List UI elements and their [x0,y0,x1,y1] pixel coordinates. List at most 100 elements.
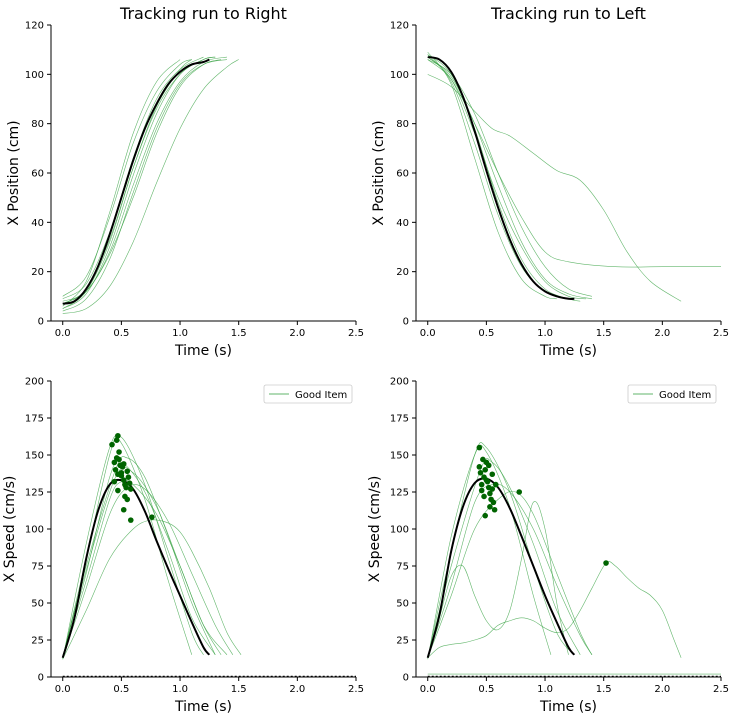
axes: 0.0 0.5 1.0 1.5 2.0 2.5 0 25 50 75 100 125 150 175 200 [25,377,364,696]
y-tick-label: 150 [25,451,44,462]
x-tick-label: 1.5 [231,328,247,339]
peak-speed-marker [476,444,483,451]
trial-trajectory-line [62,460,216,658]
y-tick-label: 25 [396,636,409,647]
y-tick-label: 0 [38,673,44,684]
trial-trajectory-line [62,56,216,309]
x-tick-label: 0.0 [420,328,436,339]
peak-speed-marker [126,480,133,486]
trial-trajectory-line [62,59,222,305]
axes: 0.0 0.5 1.0 1.5 2.0 2.5 0 25 50 75 100 125 150 175 200 [390,377,729,696]
x-tick-label: 0.5 [113,684,129,695]
peak-speed-marker [487,490,493,497]
plot-area [62,56,239,314]
y-tick-label: 20 [31,267,44,278]
trial-trajectory-line [427,59,721,268]
legend-frame [263,384,353,404]
trial-trajectory-line [62,59,192,297]
peak-speed-marker [123,484,129,491]
y-tick-label: 200 [390,377,409,388]
peak-speed-marker [115,432,121,439]
y-tick-label: 20 [396,267,409,278]
peak-speed-marker [492,481,499,488]
y-tick-label: 40 [396,218,409,229]
trial-trajectory-line [427,54,569,300]
peak-speed-marker [111,459,118,466]
peak-speed-marker [116,449,122,455]
peak-speed-marker [477,469,484,476]
x-axis-label: Time (s) [174,699,232,715]
peak-speed-marker [125,474,132,480]
trial-trajectory-line [62,456,216,658]
mean-trajectory-line [61,478,211,659]
y-axis-label: X Speed (cm/s) [2,476,18,583]
x-tick-label: 2.5 [348,684,364,695]
y-tick-label: 120 [390,21,409,32]
y-tick-label: 150 [390,451,409,462]
trial-trajectory-line [62,56,216,304]
y-tick-label: 80 [31,119,44,130]
x-axis-label: Time (s) [539,343,597,359]
y-tick-label: 75 [396,562,409,573]
peak-speed-marker [115,487,121,494]
trial-trajectory-line [427,483,593,658]
peak-speed-marker [483,477,490,483]
peak-speed-marker [487,504,493,510]
peak-speed-marker [124,496,131,503]
trial-trajectory-line [427,490,593,658]
peak-speed-marker [127,486,134,492]
trial-trajectory-line [427,458,581,658]
trial-trajectory-line [427,561,682,658]
x-tick-label: 2.0 [654,684,670,695]
legend-label: Good Item [659,390,711,401]
x-tick-label: 2.5 [713,328,729,339]
mean-trajectory-line [427,56,575,300]
trial-trajectory-line [62,56,204,300]
peak-speed-marker [489,471,496,478]
x-tick-label: 1.5 [596,328,612,339]
y-tick-label: 60 [31,169,44,180]
subplot-speed-right: Time (s) X Speed (cm/s) 0.0 0.5 1.0 1.5 2.0 2… [2,377,364,716]
peak-speed-marker [482,467,489,473]
y-axis-label: X Position (cm) [371,120,387,225]
y-tick-label: 100 [25,525,44,536]
peak-speed-marker [603,560,609,566]
x-tick-label: 0.5 [478,684,494,695]
plot-area [427,51,721,302]
peak-speed-marker [482,512,489,519]
y-tick-label: 100 [390,525,409,536]
y-tick-label: 125 [25,488,44,499]
peak-speed-marker [113,437,120,443]
peak-speed-marker [124,468,131,475]
x-tick-label: 2.0 [654,328,670,339]
x-tick-label: 1.5 [596,684,612,695]
y-tick-label: 0 [38,317,44,328]
x-tick-label: 1.5 [231,684,247,695]
y-tick-label: 0 [403,317,409,328]
y-tick-label: 50 [31,599,44,610]
trial-trajectory-line [62,59,192,309]
y-tick-label: 80 [396,119,409,130]
axes: 0.0 0.5 1.0 1.5 2.0 2.5 0 20 40 60 80 100 120 [390,21,729,340]
x-tick-label: 0.5 [113,328,129,339]
trial-trajectory-line [62,59,239,314]
trial-trajectory-line [62,59,181,307]
x-axis-label: Time (s) [539,699,597,715]
peak-speed-marker [485,462,492,469]
trial-trajectory-line [62,434,204,658]
y-tick-label: 125 [390,488,409,499]
legend-frame [627,384,717,404]
y-axis-label: X Position (cm) [6,120,22,225]
x-axis-label: Time (s) [174,343,232,359]
peak-speed-marker [112,467,119,473]
peak-speed-marker [127,517,134,523]
y-tick-label: 75 [31,562,44,573]
x-tick-label: 2.5 [348,328,364,339]
x-tick-label: 0.0 [55,328,71,339]
x-tick-label: 0.5 [478,328,494,339]
y-tick-label: 175 [25,414,44,425]
legend-label: Good Item [295,390,347,401]
y-tick-label: 120 [25,21,44,32]
trial-trajectory-line [62,519,242,660]
